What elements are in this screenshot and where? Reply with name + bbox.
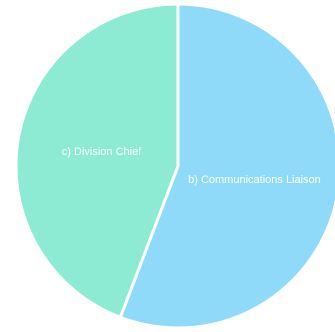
pie-slice-2: [14, 2, 180, 319]
pie-slice-label-1: b) Communications Liaison: [188, 174, 321, 186]
pie-slice-1: [118, 2, 335, 330]
pie-slice-label-2: c) Division Chief: [62, 146, 142, 158]
slices-layer: [14, 2, 335, 330]
labels-layer: b) Communications Liaison c) Division Chi…: [62, 146, 321, 186]
